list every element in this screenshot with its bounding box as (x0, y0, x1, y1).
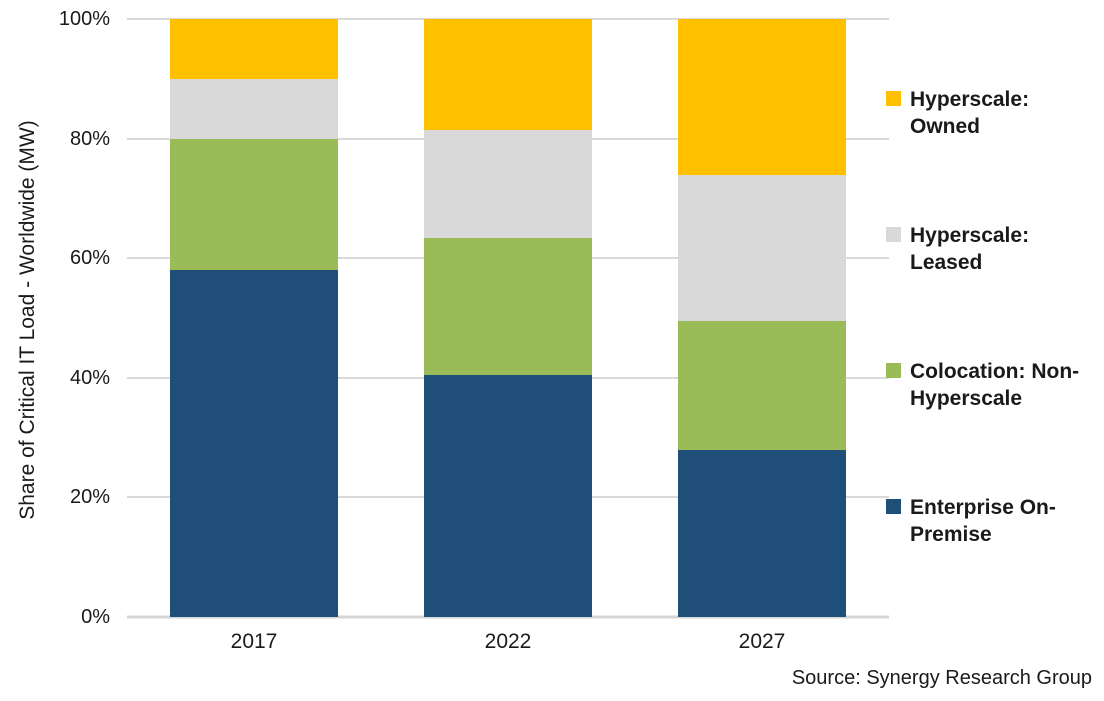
legend-label: Enterprise On-Premise (910, 496, 1056, 546)
legend: Hyperscale: Owned Hyperscale: Leased Coloc… (886, 86, 1098, 548)
bar-segment (170, 138, 338, 271)
bar-segment (678, 449, 846, 617)
bars-layer: 2017 2022 2027 (127, 19, 889, 653)
bar-segment (678, 321, 846, 450)
legend-item: Hyperscale: Leased (886, 222, 1098, 276)
stacked-bar-2027 (678, 19, 846, 617)
legend-item: Enterprise On-Premise (886, 494, 1098, 548)
bar-segment (678, 174, 846, 321)
legend-swatch-icon (886, 91, 901, 106)
legend-label: Hyperscale: Owned (910, 88, 1030, 138)
bar-segment (678, 19, 846, 175)
legend-swatch-icon (886, 499, 901, 514)
bar-segment (424, 238, 592, 375)
x-axis-line (127, 615, 889, 619)
bar-segment (170, 19, 338, 79)
legend-label: Colocation: Non-Hyperscale (910, 360, 1080, 410)
x-tick-label: 2017 (230, 630, 278, 653)
bar-segment (424, 374, 592, 617)
bar-slot-2017: 2017 (127, 19, 381, 653)
bar-slot-2022: 2022 (381, 19, 635, 653)
y-tick-label: 40% (69, 366, 110, 389)
bar-slot-2027: 2027 (635, 19, 889, 653)
y-tick-label: 100% (58, 8, 110, 30)
x-tick-label: 2022 (484, 630, 532, 653)
stacked-bar-2022 (424, 19, 592, 617)
legend-item: Hyperscale: Owned (886, 86, 1098, 140)
y-tick-label: 60% (69, 247, 110, 270)
bar-segment (170, 78, 338, 139)
legend-item: Colocation: Non-Hyperscale (886, 358, 1098, 412)
source-text: Source: Synergy Research Group (791, 667, 1092, 689)
stacked-bar-2017 (170, 19, 338, 617)
y-tick-label: 80% (69, 127, 110, 150)
bar-segment (170, 270, 338, 617)
bar-segment (424, 19, 592, 131)
y-tick-label: 20% (69, 486, 110, 509)
legend-label: Hyperscale: Leased (910, 224, 1030, 274)
plot-area: 2017 2022 2027 0% 20% 40% 60% 80% 100% (59, 9, 889, 653)
bar-segment (424, 130, 592, 239)
legend-swatch-icon (886, 363, 901, 378)
y-axis-title: Share of Critical IT Load - Worldwide (M… (16, 120, 39, 520)
y-gridline (127, 18, 889, 20)
y-tick-label: 0% (81, 606, 110, 628)
x-tick-label: 2027 (738, 630, 786, 653)
legend-swatch-icon (886, 227, 901, 242)
